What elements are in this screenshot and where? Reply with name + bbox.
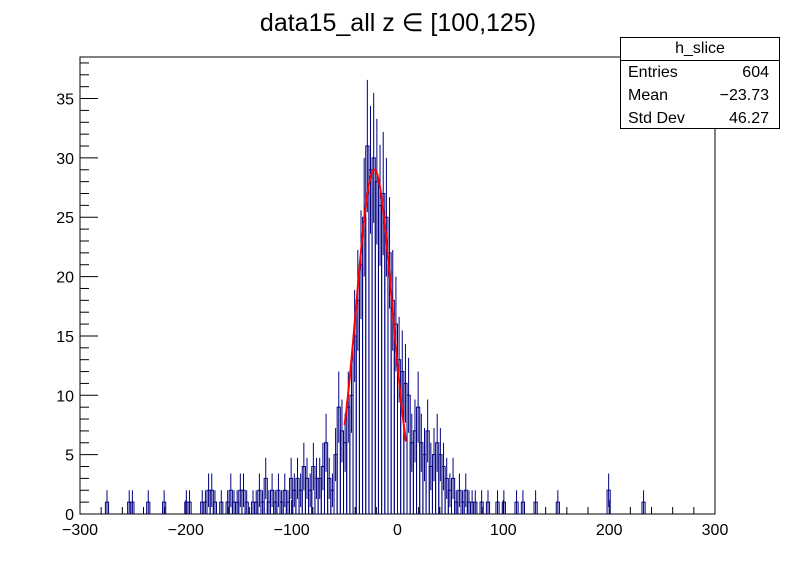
y-tick-label: 15 [56, 329, 74, 346]
x-tick-label: −200 [168, 522, 204, 539]
y-tick-label: 10 [56, 388, 74, 405]
y-tick-label: 20 [56, 270, 74, 287]
x-tick-label: 200 [596, 522, 623, 539]
stats-label: Mean [628, 87, 669, 104]
x-tick-label: 300 [702, 522, 729, 539]
stats-label: Entries [628, 64, 678, 81]
y-tick-label: 30 [56, 151, 74, 168]
x-tick-labels: −300 −200 −100 0 100 200 300 [62, 522, 728, 539]
x-tick-label: 0 [393, 522, 402, 539]
stats-row-mean: Mean −23.73 [621, 84, 779, 107]
stats-value: 46.27 [728, 110, 769, 127]
x-tick-label: −300 [62, 522, 98, 539]
chart-title: data15_all z ∈ [100,125) [259, 9, 537, 37]
x-tick-label: −100 [274, 522, 310, 539]
fit-curve-group [343, 168, 407, 442]
stats-value: −23.73 [719, 87, 769, 104]
stats-label: Std Dev [628, 110, 685, 127]
y-tick-label: 35 [56, 92, 74, 109]
y-tick-labels: 0 5 10 15 20 25 30 35 [56, 92, 74, 524]
y-tick-label: 0 [65, 507, 74, 524]
stats-row-stddev: Std Dev 46.27 [621, 107, 779, 130]
stats-value: 604 [742, 64, 769, 81]
x-tick-label: 100 [490, 522, 517, 539]
stats-box: h_slice Entries 604 Mean −23.73 Std Dev … [620, 37, 780, 129]
histogram-bins [104, 79, 646, 514]
y-tick-label: 5 [65, 448, 74, 465]
y-tick-label: 25 [56, 210, 74, 227]
stats-box-title: h_slice [621, 38, 779, 61]
stats-row-entries: Entries 604 [621, 61, 779, 84]
fit-curve [343, 168, 407, 442]
